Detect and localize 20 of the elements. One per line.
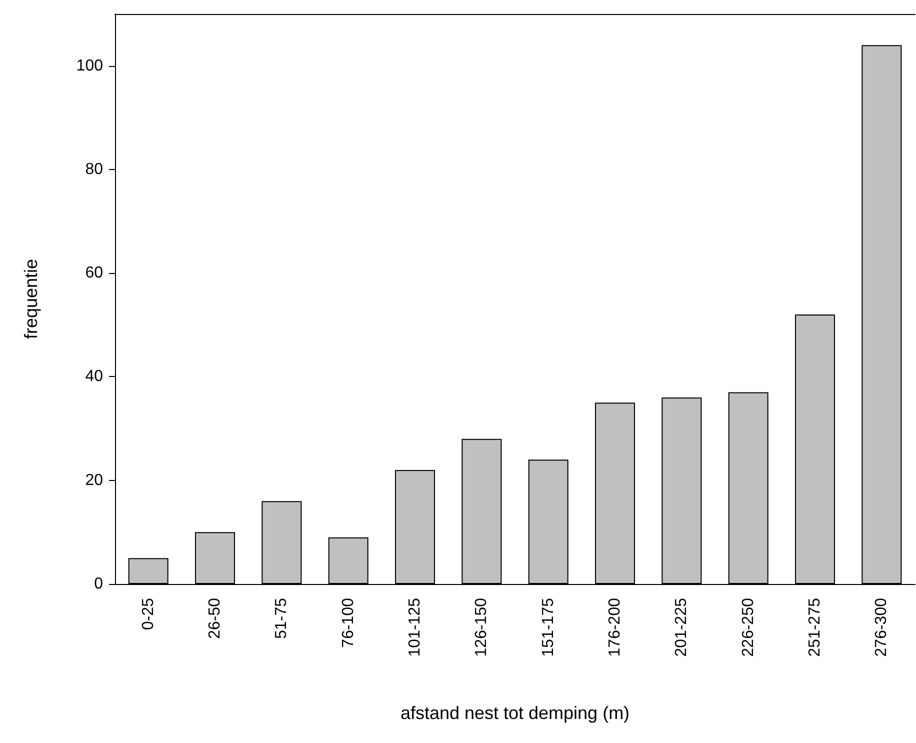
x-tick-label: 251-275: [806, 598, 824, 657]
x-tick-label: 26-50: [206, 598, 224, 639]
x-tick-label: 276-300: [873, 598, 890, 657]
y-tick-label: 20: [85, 472, 104, 489]
y-tick-label: 60: [85, 264, 104, 282]
x-tick-label: 51-75: [273, 598, 290, 639]
x-tick-label: 101-125: [406, 598, 424, 657]
x-tick-label: 126-150: [473, 598, 490, 657]
x-tick-label: 0-25: [140, 598, 157, 630]
y-axis-title: frequentie: [21, 258, 41, 340]
x-tick-label: 151-175: [540, 598, 557, 657]
x-tick-label: 76-100: [340, 598, 357, 648]
y-tick-label: 100: [76, 57, 104, 74]
x-tick-label: 201-225: [673, 598, 690, 657]
y-tick-label: 40: [85, 368, 104, 386]
y-tick-label: 0: [94, 576, 104, 592]
x-tick-label: 226-250: [740, 598, 757, 657]
x-axis-title: afstand nest tot demping (m): [400, 703, 630, 723]
x-tick-label: 176-200: [606, 598, 624, 657]
y-tick-label: 80: [85, 160, 104, 178]
